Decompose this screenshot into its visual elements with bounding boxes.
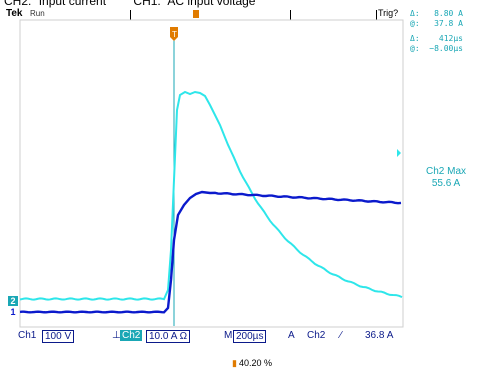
ch1-caption-desc: AC input voltage [167, 0, 256, 8]
trigger-position-marker [170, 27, 178, 41]
ch2-ground-icon: ⊥ [112, 330, 121, 341]
trigger-position-label: T [172, 30, 177, 39]
acquisition-state: Run [30, 9, 45, 18]
graticule-border [19, 19, 404, 328]
record-position-marker [193, 10, 199, 18]
measurement-ch2-max: Ch2 Max 55.6 A [418, 166, 474, 190]
measurement-value: 55.6 A [431, 178, 461, 189]
cursor-readout-delta-time: Δ: 412µs [410, 34, 463, 43]
ch1-label[interactable]: Ch1 [18, 330, 37, 341]
status-bar: Tek Run Trig? [0, 8, 486, 20]
cursor-readout-at-time: @: −8.00µs [410, 44, 463, 53]
brand-label: Tek [6, 8, 23, 19]
trigger-source-icon: A [288, 330, 295, 341]
record-bracket-right [290, 10, 291, 20]
record-position-footer: ▮ 40.20 % [232, 358, 272, 369]
captions: CH2: Input current CH1: AC input voltage [4, 0, 259, 8]
record-position-value: 40.20 % [238, 358, 272, 368]
record-bracket-left [130, 10, 131, 20]
ch1-scale[interactable]: 100 V [42, 330, 75, 343]
trigger-divider [376, 10, 377, 20]
timebase-prefix: M [224, 330, 233, 341]
trigger-slope-icon: ∕ [340, 330, 342, 341]
trigger-level-marker [397, 149, 401, 157]
ch2-scale[interactable]: 10.0 A Ω [146, 330, 191, 343]
timebase-scale[interactable]: 200µs [233, 330, 267, 343]
ch1-ground-marker: 1 [8, 307, 18, 317]
measurement-title: Ch2 Max [425, 166, 466, 177]
position-icon: ▮ [232, 358, 237, 368]
ch1-voltage-trace [19, 190, 402, 314]
trigger-status: Trig? [378, 8, 399, 18]
trigger-source[interactable]: Ch2 [307, 330, 326, 341]
cursor-readout-at-amp: @: 37.8 A [410, 19, 463, 28]
channel-settings-bar: Ch1 100 V ⊥ Ch2 10.0 A Ω M 200µs A Ch2 ∕… [0, 329, 486, 343]
ch1-caption-label: CH1: [133, 0, 161, 8]
ch2-current-trace [19, 90, 403, 301]
ch2-caption-desc: Input current [38, 0, 107, 8]
ch2-ground-marker: 2 [8, 296, 18, 306]
ch2-label[interactable]: Ch2 [120, 330, 143, 341]
trigger-level[interactable]: 36.8 A [365, 330, 394, 341]
cursor-readout-delta-amp: Δ: 8.80 A [410, 9, 463, 18]
ch2-caption-label: CH2: [4, 0, 32, 8]
